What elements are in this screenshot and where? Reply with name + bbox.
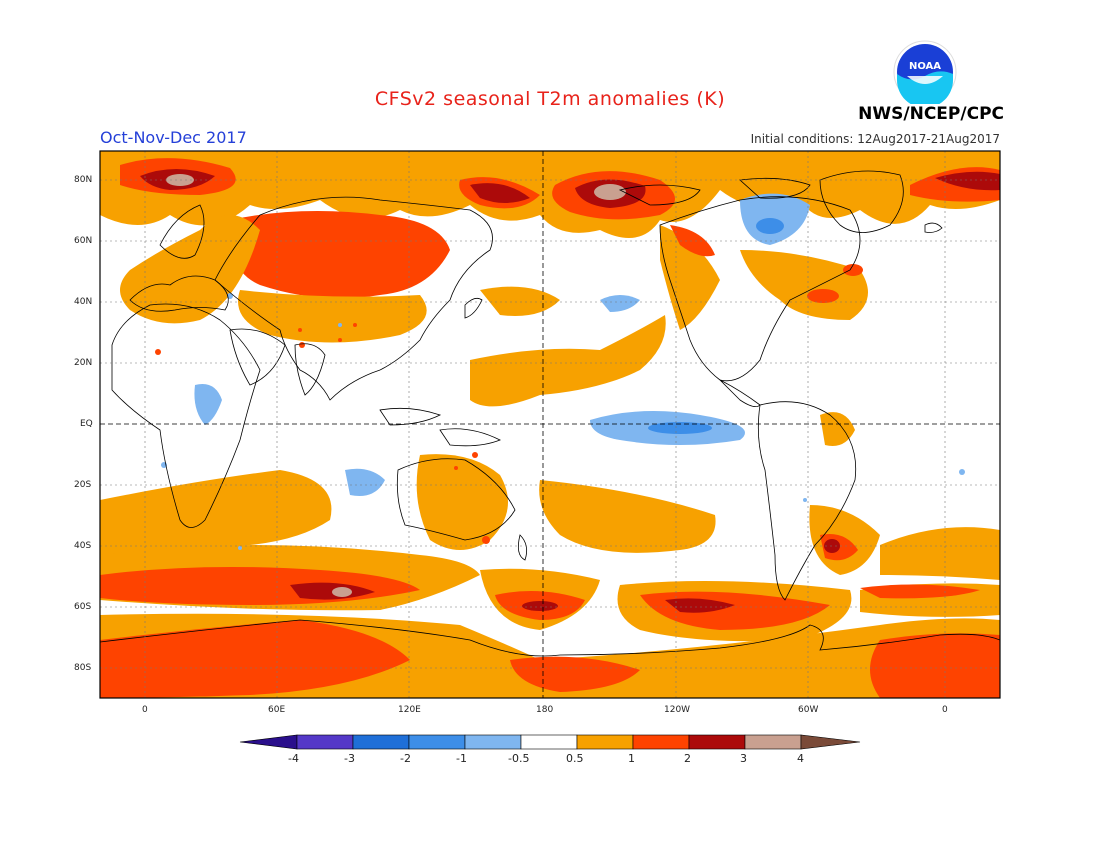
colorbar-label: -0.5: [508, 752, 530, 765]
anomaly-region: [470, 183, 530, 203]
lat-label: 60N: [74, 236, 93, 246]
lon-label: 60W: [798, 705, 819, 715]
colorbar-label: 4: [797, 752, 804, 765]
anomaly-region: [120, 215, 260, 324]
map-frame: [99, 150, 1001, 699]
colorbar-label: 3: [740, 752, 747, 765]
anomaly-region: [756, 218, 784, 234]
anomaly-region: [539, 480, 716, 553]
anomaly-region: [522, 601, 558, 611]
lat-label: 20S: [74, 480, 92, 490]
colorbar-swatch: [632, 734, 690, 750]
colorbar-swatch: [520, 734, 578, 750]
anomaly-region: [510, 656, 640, 692]
colorbar-swatch: [296, 734, 354, 750]
anomaly-region: [843, 264, 863, 276]
anomaly-region: [238, 290, 427, 343]
colorbar-label: 0.5: [566, 752, 584, 765]
anomaly-region: [100, 151, 1000, 238]
anomaly-region: [740, 250, 868, 320]
colorbar-arrow-high: [800, 734, 861, 750]
anomaly-region: [332, 587, 352, 597]
colorbar-swatch: [352, 734, 410, 750]
anomaly-region: [660, 225, 720, 330]
anomaly-region: [860, 584, 980, 599]
initial-conditions-label: Initial conditions: 12Aug2017-21Aug2017: [750, 132, 1000, 146]
colorbar-label: -3: [344, 752, 355, 765]
anomaly-region: [480, 286, 560, 316]
anomaly-region: [416, 454, 508, 550]
equator-dateline: [100, 151, 1000, 698]
anomaly-region: [345, 468, 385, 496]
lon-label: 0: [142, 705, 148, 715]
lon-label: 120W: [664, 705, 691, 715]
colorbar-label: 2: [684, 752, 691, 765]
lat-label: 80N: [74, 175, 93, 185]
colorbar-swatch: [688, 734, 746, 750]
colorbar-label: -4: [288, 752, 299, 765]
noaa-logo-text: NOAA: [909, 61, 941, 72]
anomaly-region: [880, 527, 1000, 580]
agency-label: NWS/NCEP/CPC: [858, 104, 1004, 124]
coastlines: [100, 170, 1000, 657]
lat-label: 20N: [74, 358, 93, 368]
anomaly-region: [648, 422, 712, 434]
anomaly-region: [229, 211, 450, 299]
anomaly-region: [670, 225, 715, 257]
colorbar-arrow-low: [239, 734, 298, 750]
period-label: Oct-Nov-Dec 2017: [100, 128, 247, 147]
anomaly-dots: [155, 323, 490, 544]
anomaly-region: [194, 384, 222, 425]
grid-lines: [100, 151, 1000, 698]
colorbar-label: 1: [628, 752, 635, 765]
anomaly-region: [665, 598, 735, 613]
noaa-logo: NOAA: [893, 40, 957, 104]
map-title: CFSv2 seasonal T2m anomalies (K): [374, 88, 726, 110]
anomaly-fields: [100, 151, 1000, 698]
anomaly-region: [820, 412, 855, 446]
lat-label: EQ: [80, 419, 93, 429]
colorbar-label: -2: [400, 752, 411, 765]
anomaly-region: [807, 289, 839, 303]
colorbar-swatch: [576, 734, 634, 750]
colorbar: [239, 734, 861, 750]
anomaly-region: [100, 470, 332, 560]
lon-label: 0: [942, 705, 948, 715]
lat-label: 40N: [74, 297, 93, 307]
lat-label: 40S: [74, 541, 92, 551]
colorbar-swatch: [464, 734, 522, 750]
anomaly-region: [870, 633, 1000, 698]
colorbar-label: -1: [456, 752, 467, 765]
anomaly-region: [594, 184, 626, 200]
anomaly-region: [100, 620, 410, 698]
colorbar-swatch: [744, 734, 802, 750]
anomaly-region: [935, 171, 1000, 191]
anomaly-region: [470, 315, 666, 407]
lon-label: 120E: [398, 705, 421, 715]
lat-label: 60S: [74, 602, 92, 612]
lon-label: 180: [536, 705, 554, 715]
anomaly-region: [600, 295, 640, 312]
colorbar-swatch: [408, 734, 466, 750]
lat-label: 80S: [74, 663, 92, 673]
lon-label: 60E: [268, 705, 286, 715]
